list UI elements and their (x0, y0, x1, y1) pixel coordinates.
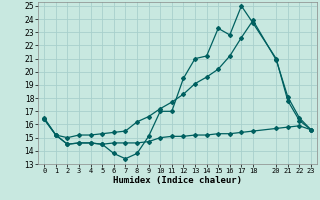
X-axis label: Humidex (Indice chaleur): Humidex (Indice chaleur) (113, 176, 242, 185)
